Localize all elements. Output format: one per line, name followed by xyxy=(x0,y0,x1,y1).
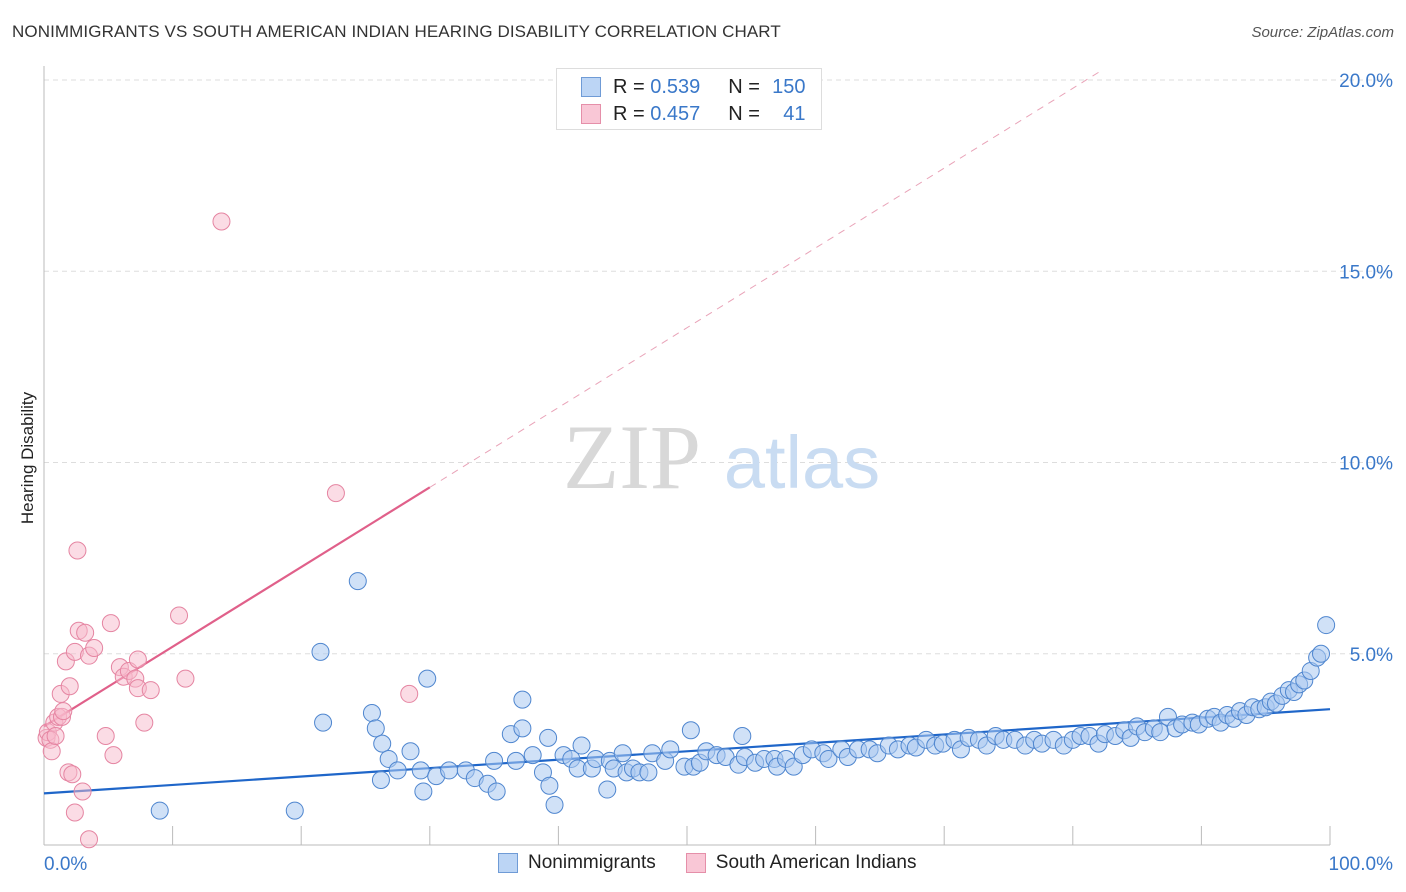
data-point-south-american-indians xyxy=(170,606,189,625)
data-point-nonimmigrants xyxy=(1151,723,1170,742)
series-legend-swatch-pink xyxy=(685,853,706,873)
data-point-nonimmigrants xyxy=(506,751,525,770)
watermark-zip: ZIP xyxy=(563,406,701,508)
data-point-nonimmigrants xyxy=(1311,644,1330,663)
data-point-nonimmigrants xyxy=(681,721,700,740)
data-point-south-american-indians xyxy=(42,742,61,761)
trendline-blue xyxy=(43,708,1331,795)
data-point-south-american-indians xyxy=(54,702,73,721)
data-point-nonimmigrants xyxy=(373,734,392,753)
data-point-nonimmigrants xyxy=(285,801,304,820)
data-point-nonimmigrants xyxy=(414,782,433,801)
legend-swatch-pink xyxy=(581,104,601,124)
trendline-pink xyxy=(43,486,431,728)
data-point-south-american-indians xyxy=(101,614,120,633)
data-point-nonimmigrants xyxy=(572,736,591,755)
data-point-nonimmigrants xyxy=(348,572,367,591)
legend-n-label: N = xyxy=(728,75,760,98)
data-point-south-american-indians xyxy=(63,765,82,784)
data-point-south-american-indians xyxy=(80,830,99,849)
watermark: ZIP atlas xyxy=(563,406,880,508)
data-point-south-american-indians xyxy=(176,669,195,688)
series-legend-label: Nonimmigrants xyxy=(528,852,656,873)
x-tick-label-max: 100.0% xyxy=(1329,854,1394,875)
series-nonimmigrants xyxy=(150,572,1336,820)
legend-n-value: 150 xyxy=(772,75,806,98)
data-point-nonimmigrants xyxy=(440,761,459,780)
series-south-american-indians xyxy=(37,212,419,849)
y-tick-label: 10.0% xyxy=(1339,454,1393,475)
y-tick-label: 20.0% xyxy=(1339,71,1393,92)
data-point-nonimmigrants xyxy=(485,751,504,770)
y-tick-label: 15.0% xyxy=(1339,262,1393,283)
data-point-nonimmigrants xyxy=(513,690,532,709)
trendline-pink-extension xyxy=(429,71,1099,488)
data-point-nonimmigrants xyxy=(661,740,680,759)
data-point-south-american-indians xyxy=(135,713,154,732)
source-label: Source: ZipAtlas.com xyxy=(1251,24,1394,41)
data-point-nonimmigrants xyxy=(371,770,390,789)
series-legend-swatch-blue xyxy=(498,853,518,873)
data-point-south-american-indians xyxy=(400,684,419,703)
trendlines xyxy=(43,71,1331,795)
tick-labels: 5.0% 10.0% 15.0% 20.0% 0.0% 100.0% xyxy=(44,71,1393,875)
data-point-south-american-indians xyxy=(73,782,92,801)
data-point-nonimmigrants xyxy=(613,744,632,763)
data-point-nonimmigrants xyxy=(150,801,169,820)
correlation-legend: R = 0.539 N = 150 R = 0.457 N = 41 xyxy=(556,68,822,130)
data-point-nonimmigrants xyxy=(598,780,617,799)
x-tick-label-min: 0.0% xyxy=(44,854,87,875)
data-point-south-american-indians xyxy=(104,746,123,765)
legend-r-label: R = xyxy=(613,75,645,98)
data-point-south-american-indians xyxy=(212,212,231,231)
series-legend-label: South American Indians xyxy=(715,852,917,873)
data-point-nonimmigrants xyxy=(311,642,330,661)
legend-n-label: N = xyxy=(728,102,760,125)
data-point-south-american-indians xyxy=(76,623,95,642)
legend-r-value: 0.539 xyxy=(650,75,701,98)
data-point-nonimmigrants xyxy=(1317,616,1336,635)
data-point-nonimmigrants xyxy=(314,713,333,732)
data-point-nonimmigrants xyxy=(819,749,838,768)
data-point-nonimmigrants xyxy=(540,776,559,795)
chart-title: NONIMMIGRANTS VS SOUTH AMERICAN INDIAN H… xyxy=(12,22,781,41)
data-point-south-american-indians xyxy=(128,650,147,669)
data-point-nonimmigrants xyxy=(362,704,381,723)
series-legend-item-nonimmigrants: Nonimmigrants xyxy=(498,852,656,874)
data-point-nonimmigrants xyxy=(513,719,532,738)
data-point-nonimmigrants xyxy=(639,763,658,782)
data-point-south-american-indians xyxy=(96,726,115,745)
legend-row-nonimmigrants: R = 0.539 N = 150 xyxy=(581,75,806,99)
data-point-nonimmigrants xyxy=(418,669,437,688)
data-point-south-american-indians xyxy=(46,726,65,745)
data-point-nonimmigrants xyxy=(539,728,558,747)
legend-r-value: 0.457 xyxy=(650,102,701,125)
axes xyxy=(43,66,1331,846)
data-point-south-american-indians xyxy=(65,803,84,822)
data-point-nonimmigrants xyxy=(523,746,542,765)
data-point-nonimmigrants xyxy=(401,742,420,761)
series-legend: Nonimmigrants South American Indians xyxy=(498,852,946,874)
data-point-south-american-indians xyxy=(141,681,160,700)
data-point-nonimmigrants xyxy=(487,782,506,801)
y-tick-label: 5.0% xyxy=(1350,645,1393,666)
gridlines xyxy=(44,79,1394,655)
data-point-south-american-indians xyxy=(60,677,79,696)
data-point-nonimmigrants xyxy=(411,761,430,780)
data-point-nonimmigrants xyxy=(545,795,564,814)
data-point-nonimmigrants xyxy=(733,726,752,745)
legend-row-south-american-indians: R = 0.457 N = 41 xyxy=(581,102,806,126)
watermark-atlas: atlas xyxy=(724,421,880,504)
data-point-south-american-indians xyxy=(326,484,345,503)
data-point-nonimmigrants xyxy=(366,719,385,738)
data-point-south-american-indians xyxy=(85,639,104,658)
data-point-south-american-indians xyxy=(68,541,87,560)
legend-n-value: 41 xyxy=(783,102,806,125)
legend-swatch-blue xyxy=(581,77,601,97)
data-point-nonimmigrants xyxy=(388,761,407,780)
legend-r-label: R = xyxy=(613,102,645,125)
series-legend-item-south-american-indians: South American Indians xyxy=(685,852,917,874)
